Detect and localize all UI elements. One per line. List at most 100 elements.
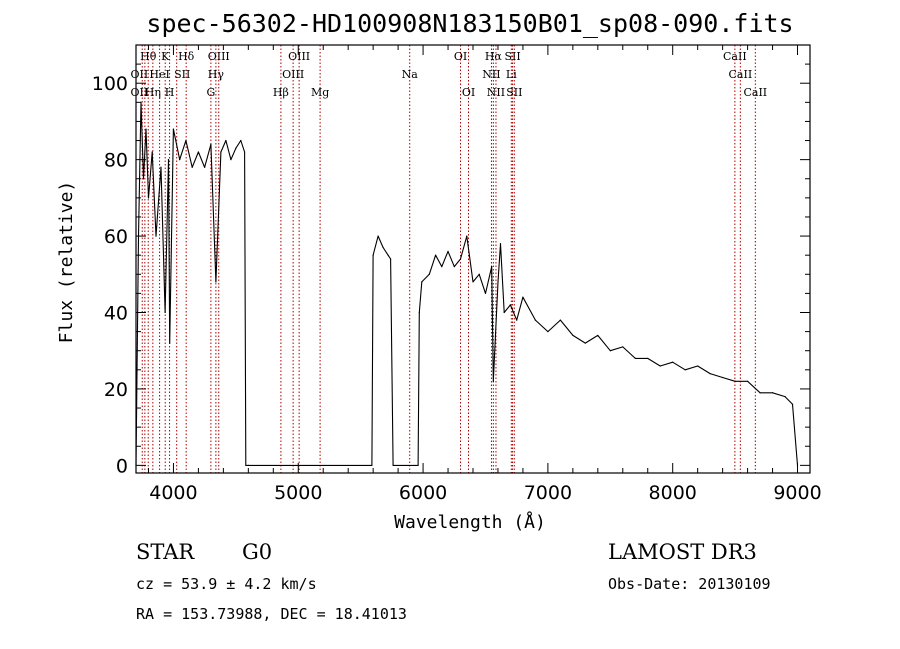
spectrum-point bbox=[155, 235, 157, 237]
redshift-info: cz = 53.9 ± 4.2 km/s bbox=[136, 575, 317, 593]
line-label: G bbox=[206, 86, 215, 99]
spectrum-point bbox=[164, 311, 166, 314]
spectrum-point bbox=[522, 296, 524, 298]
spectrum-point bbox=[179, 159, 181, 161]
line-label: Hγ bbox=[208, 68, 225, 81]
spectrum-point bbox=[584, 342, 586, 344]
x-tick-label: 4000 bbox=[149, 482, 197, 504]
line-label: OIII bbox=[288, 50, 310, 63]
line-label: Hη bbox=[145, 86, 161, 99]
spectrum-series-line bbox=[135, 101, 799, 466]
spectrum-point bbox=[441, 266, 443, 268]
spectrum-point bbox=[197, 151, 200, 153]
obs-date: Obs-Date: 20130109 bbox=[608, 575, 771, 593]
line-markers-group bbox=[141, 45, 756, 473]
spectrum-point bbox=[466, 235, 468, 237]
line-label: Na bbox=[402, 68, 419, 81]
spectrum-point bbox=[684, 369, 686, 371]
spectrum-point bbox=[647, 357, 649, 359]
spectrum-point bbox=[459, 258, 462, 260]
spectrum-point bbox=[382, 246, 384, 249]
spectrum-point bbox=[484, 292, 487, 294]
spectrum-point bbox=[147, 197, 150, 199]
spectrum-point bbox=[499, 243, 502, 245]
spectrum-point bbox=[709, 373, 711, 375]
x-tick-label: 7000 bbox=[524, 482, 572, 504]
spectrum-point bbox=[169, 342, 171, 344]
y-tick-label: 60 bbox=[104, 226, 128, 248]
y-axis-ticks: 0 20 40 60 80 100 bbox=[92, 44, 810, 477]
spectrum-point bbox=[372, 254, 374, 256]
line-label: OI bbox=[462, 86, 475, 99]
spectrum-point bbox=[472, 281, 474, 283]
line-label: Hβ bbox=[273, 86, 289, 99]
spectrum-point bbox=[392, 464, 394, 466]
spectrum-point bbox=[597, 334, 599, 337]
spectrum-point bbox=[697, 365, 699, 367]
line-label: Li bbox=[506, 68, 517, 81]
y-tick-label: 80 bbox=[104, 150, 128, 172]
object-class: STAR bbox=[136, 540, 195, 564]
spectrum-point bbox=[390, 258, 392, 260]
spectrum-point bbox=[559, 319, 561, 321]
spectrum-point bbox=[225, 139, 227, 142]
object-subclass: G0 bbox=[242, 540, 272, 564]
y-tick-label: 0 bbox=[116, 455, 128, 477]
line-label: OIII bbox=[282, 68, 304, 81]
line-label: Hδ bbox=[178, 50, 195, 63]
y-tick-label: 20 bbox=[104, 379, 128, 401]
spectrum-point bbox=[572, 334, 574, 337]
spectrum-point bbox=[447, 250, 449, 252]
spectrum-point bbox=[672, 361, 674, 363]
line-label: Mg bbox=[311, 86, 329, 99]
spectrum-point bbox=[235, 147, 237, 149]
spectrum-point bbox=[609, 350, 611, 352]
spectrum-point bbox=[243, 151, 246, 153]
spectrum-point bbox=[516, 319, 518, 321]
spectrum-point bbox=[509, 304, 512, 306]
spectrum-point bbox=[387, 254, 389, 256]
line-label: CaII bbox=[729, 68, 753, 81]
spectrum-point bbox=[220, 151, 222, 153]
spectrum-point bbox=[478, 273, 480, 275]
x-tick-label: 5000 bbox=[274, 482, 322, 504]
spectrum-point bbox=[491, 266, 493, 268]
line-label: HeI bbox=[149, 68, 169, 81]
line-label: NII bbox=[482, 68, 500, 81]
y-axis-label: Flux (relative) bbox=[56, 181, 77, 344]
x-axis-label: Wavelength (Å) bbox=[394, 511, 546, 533]
line-label: SII bbox=[174, 68, 190, 81]
spectrum-point bbox=[417, 464, 419, 466]
spectrum-point bbox=[734, 380, 736, 382]
spectrum-point bbox=[492, 380, 494, 382]
spectrum-point bbox=[784, 395, 786, 398]
spectrum-point bbox=[230, 159, 232, 161]
x-tick-label: 9000 bbox=[773, 482, 821, 504]
spectrum-point bbox=[771, 392, 774, 394]
spectrum-point bbox=[172, 128, 175, 130]
spectrum-point bbox=[210, 143, 212, 145]
x-tick-label: 8000 bbox=[649, 482, 697, 504]
survey-name: LAMOST DR3 bbox=[608, 540, 757, 564]
line-label: OII bbox=[131, 68, 149, 81]
spectrum-point bbox=[791, 403, 794, 405]
spectrum-point bbox=[185, 139, 187, 142]
spectrum-point bbox=[421, 281, 423, 283]
spectrum-point bbox=[659, 365, 661, 367]
spectrum-point bbox=[204, 166, 206, 168]
spectrum-point bbox=[247, 464, 249, 466]
spectrum-point bbox=[622, 346, 624, 348]
spectrum-point bbox=[547, 331, 549, 333]
plot-frame bbox=[135, 44, 811, 474]
spectrum-point bbox=[634, 357, 636, 359]
spectrum-point bbox=[377, 235, 379, 237]
coordinates: RA = 153.73988, DEC = 18.41013 bbox=[136, 605, 407, 623]
spectrum-point bbox=[434, 254, 437, 256]
spectrum-point bbox=[371, 464, 373, 466]
spectrum-point bbox=[746, 380, 749, 382]
line-label: NII bbox=[487, 86, 505, 99]
line-label: Hθ bbox=[140, 50, 157, 63]
data-layer bbox=[135, 101, 799, 466]
